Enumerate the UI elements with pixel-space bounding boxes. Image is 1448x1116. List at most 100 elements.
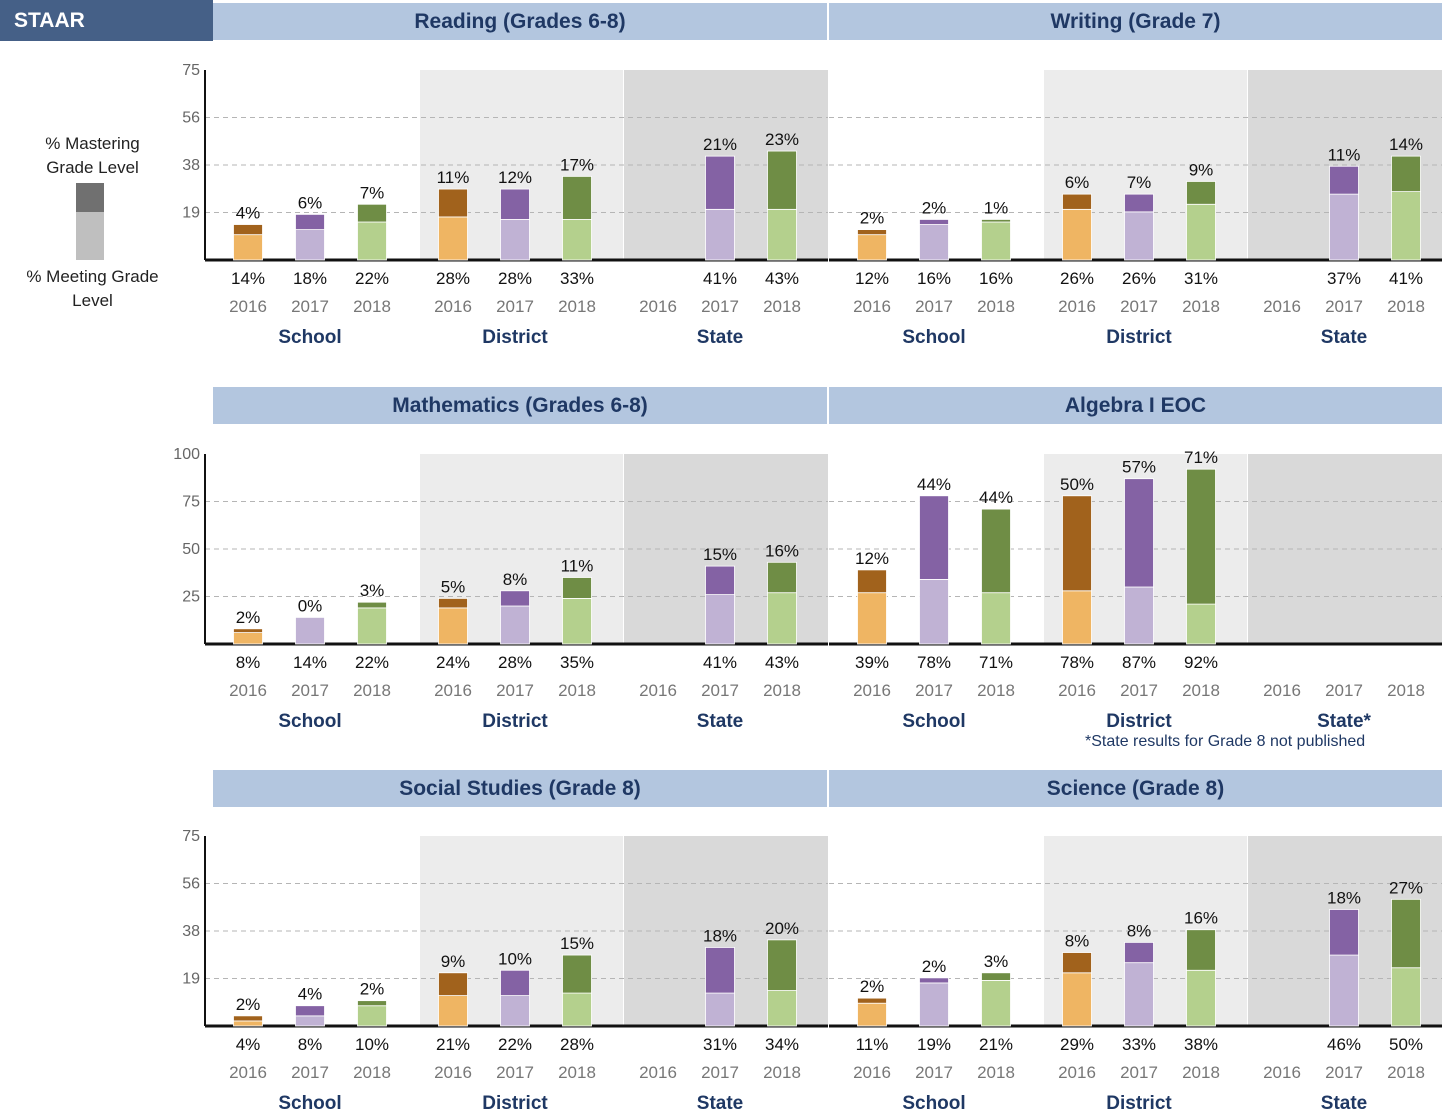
panel5-bar-mastering-school-2018 [981, 972, 1011, 981]
panel2-meeting-label-1-1: 28% [498, 653, 532, 672]
panel5-mastering-label-2-2: 27% [1389, 878, 1423, 897]
panel0-bar-mastering-school-2017 [295, 213, 325, 230]
panel3-bar-meeting-school-2018 [981, 592, 1011, 645]
panel2-mastering-label-0-0: 2% [236, 608, 261, 627]
panel5-bar-meeting-district-2018 [1186, 969, 1216, 1027]
panel4-meeting-label-2-2: 34% [765, 1035, 799, 1054]
panel1-meeting-label-1-0: 26% [1060, 269, 1094, 288]
panel5-group-label-1: District [1106, 1093, 1172, 1114]
panel2-bar-meeting-school-2016 [233, 632, 263, 645]
panel3-bar-mastering-district-2018 [1186, 468, 1216, 605]
panel4-meeting-label-1-1: 22% [498, 1035, 532, 1054]
panel5-mastering-label-1-1: 8% [1127, 921, 1152, 940]
panel2-meeting-label-1-0: 24% [436, 653, 470, 672]
panel4-bar-meeting-district-2017 [500, 995, 530, 1027]
panel5-meeting-label-1-0: 29% [1060, 1035, 1094, 1054]
panel3-group-label-0: School [902, 711, 965, 732]
panel3-meeting-label-1-0: 78% [1060, 653, 1094, 672]
panel3-bar-meeting-school-2017 [919, 579, 949, 645]
panel0-ytick-label-1: 38 [182, 157, 200, 174]
panel1-year-label-2-0: 2016 [1263, 297, 1301, 316]
panel2-mastering-label-0-1: 0% [298, 596, 323, 615]
panel3-mastering-label-0-0: 12% [855, 549, 889, 568]
panel3-meeting-label-0-0: 39% [855, 653, 889, 672]
panel2-bar-mastering-district-2016 [438, 598, 468, 609]
panel1-bar-mastering-school-2018 [981, 219, 1011, 223]
panel0-year-label-0-0: 2016 [229, 297, 267, 316]
panel3-mastering-label-1-1: 57% [1122, 458, 1156, 477]
panel1-mastering-label-0-1: 2% [922, 198, 947, 217]
panel4-bar-meeting-state-2017 [705, 992, 735, 1027]
panel4-year-label-1-1: 2017 [496, 1063, 534, 1082]
panel3-year-label-2-2: 2018 [1387, 681, 1425, 700]
panel5-mastering-label-0-0: 2% [860, 977, 885, 996]
panel4-mastering-label-2-1: 18% [703, 926, 737, 945]
legend-mastering-label: % Mastering Grade Level [45, 134, 140, 177]
panel-title-reading: Reading (Grades 6-8) [213, 3, 827, 40]
panel5-bar-meeting-district-2017 [1124, 962, 1154, 1027]
panel5-bar-meeting-state-2018 [1391, 967, 1421, 1027]
legend-mastering-swatch [76, 183, 104, 212]
panel2-bar-meeting-state-2018 [767, 592, 797, 645]
panel0-year-label-0-1: 2017 [291, 297, 329, 316]
panel3-meeting-label-1-1: 87% [1122, 653, 1156, 672]
panel5-year-label-1-0: 2016 [1058, 1063, 1096, 1082]
panel2-bar-meeting-district-2017 [500, 605, 530, 645]
panel2-bar-meeting-district-2018 [562, 598, 592, 645]
panel5-mastering-label-0-1: 2% [922, 957, 947, 976]
panel3-mastering-label-1-0: 50% [1060, 475, 1094, 494]
panel4-year-label-0-2: 2018 [353, 1063, 391, 1082]
panel3-bar-mastering-school-2018 [981, 508, 1011, 594]
panel4-mastering-label-1-2: 15% [560, 934, 594, 953]
panel0-year-label-0-2: 2018 [353, 297, 391, 316]
panel3-year-label-2-1: 2017 [1325, 681, 1363, 700]
panel4-mastering-label-1-0: 9% [441, 952, 466, 971]
panel4-group-label-2: State [697, 1093, 743, 1114]
panel1-bar-mastering-district-2018 [1186, 181, 1216, 205]
panel0-year-label-2-2: 2018 [763, 297, 801, 316]
panel3-year-label-2-0: 2016 [1263, 681, 1301, 700]
panel0-meeting-label-2-1: 41% [703, 269, 737, 288]
panel4-year-label-1-0: 2016 [434, 1063, 472, 1082]
panel5-bar-meeting-district-2016 [1062, 972, 1092, 1027]
panel5-bar-mastering-district-2018 [1186, 929, 1216, 971]
panel3-bar-mastering-school-2016 [857, 569, 887, 594]
panel0-mastering-label-0-0: 4% [236, 204, 261, 223]
panel1-bar-meeting-school-2017 [919, 224, 949, 261]
panel2-meeting-label-0-2: 22% [355, 653, 389, 672]
panel2-mastering-label-0-2: 3% [360, 581, 385, 600]
panel3-bar-mastering-district-2016 [1062, 495, 1092, 592]
panel2-group-label-0: School [278, 711, 341, 732]
panel4-ytick-label-0: 19 [182, 971, 200, 988]
panel5-bar-mastering-school-2017 [919, 977, 949, 984]
panel0-bar-mastering-school-2018 [357, 203, 387, 223]
panel5-bar-meeting-state-2017 [1329, 954, 1359, 1027]
panel0-year-label-2-0: 2016 [639, 297, 677, 316]
panel0-bar-mastering-district-2017 [500, 188, 530, 220]
panel0-mastering-label-0-2: 7% [360, 183, 385, 202]
panel0-ytick-label-2: 56 [182, 110, 200, 127]
panel4-group-label-0: School [278, 1093, 341, 1114]
panel0-bar-meeting-school-2016 [233, 234, 263, 261]
panel2-group-label-1: District [482, 711, 548, 732]
state-footnote: *State results for Grade 8 not published [1085, 733, 1366, 750]
panel2-bar-meeting-state-2017 [705, 594, 735, 645]
panel1-year-label-0-1: 2017 [915, 297, 953, 316]
panel1-year-label-1-0: 2016 [1058, 297, 1096, 316]
panel3-mastering-label-0-1: 44% [917, 475, 951, 494]
panel2-year-label-0-0: 2016 [229, 681, 267, 700]
panel3-bar-meeting-district-2017 [1124, 586, 1154, 645]
panel3-year-label-1-0: 2016 [1058, 681, 1096, 700]
panel5-meeting-label-2-1: 46% [1327, 1035, 1361, 1054]
panel1-bar-meeting-district-2018 [1186, 203, 1216, 261]
panel2-mastering-label-1-1: 8% [503, 570, 528, 589]
panel0-bar-mastering-state-2018 [767, 150, 797, 210]
panel1-bar-meeting-school-2016 [857, 234, 887, 261]
panel-title-social-studies: Social Studies (Grade 8) [213, 770, 827, 807]
panel0-bar-meeting-state-2017 [705, 208, 735, 261]
panel2-bar-meeting-school-2017 [295, 617, 325, 645]
panel5-bar-mastering-district-2017 [1124, 942, 1154, 964]
panel5-meeting-label-2-2: 50% [1389, 1035, 1423, 1054]
panel4-ytick-label-3: 75 [182, 828, 200, 845]
